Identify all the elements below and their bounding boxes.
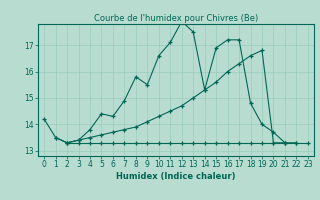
Title: Courbe de l'humidex pour Chivres (Be): Courbe de l'humidex pour Chivres (Be) [94, 14, 258, 23]
X-axis label: Humidex (Indice chaleur): Humidex (Indice chaleur) [116, 172, 236, 181]
